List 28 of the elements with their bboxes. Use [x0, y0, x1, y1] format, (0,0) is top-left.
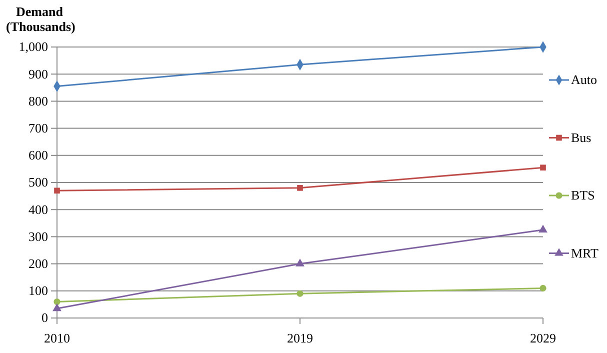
y-tick-label: 700: [28, 120, 48, 136]
point: [52, 303, 62, 312]
y-tick-label: 0: [42, 310, 48, 326]
point: [540, 284, 546, 292]
point: [296, 290, 304, 297]
point: [296, 258, 304, 266]
y-tick-label: 200: [28, 256, 48, 271]
point: [538, 224, 548, 232]
legend-label: BTS: [571, 188, 595, 202]
y-tick-label: 1,000: [18, 39, 48, 54]
y-tick-label: 900: [28, 66, 48, 82]
point: [540, 164, 546, 171]
x-tick-label: 2029: [530, 330, 556, 346]
x-tick-label: 2010: [44, 330, 70, 346]
legend-label: MRT: [571, 245, 598, 260]
point: [54, 298, 60, 306]
y-tick-label: 500: [28, 174, 48, 190]
y-tick-label: 600: [28, 148, 48, 163]
legend-label: Auto: [571, 72, 597, 87]
point: [297, 185, 303, 191]
y-tick-label: 400: [28, 202, 48, 217]
y-axis-title: Demand (Thousands): [6, 4, 76, 34]
y-tick-label: 100: [28, 283, 48, 298]
y-tick-label: 300: [28, 228, 48, 244]
legend-label: Bus: [571, 130, 592, 145]
y-tick-label: 800: [28, 93, 48, 108]
point: [54, 188, 60, 194]
x-tick-label: 2019: [287, 330, 313, 346]
